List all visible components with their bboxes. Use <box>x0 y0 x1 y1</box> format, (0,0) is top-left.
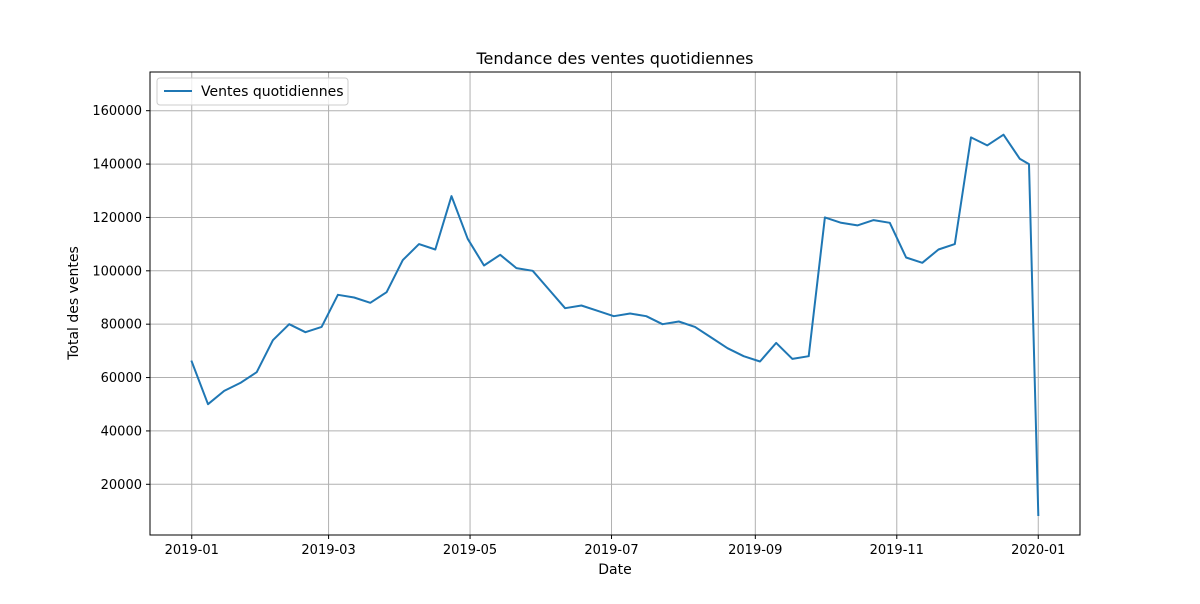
legend-label: Ventes quotidiennes <box>201 84 344 100</box>
x-tick-label: 2019-05 <box>443 543 497 558</box>
y-axis-label: Total des ventes <box>66 246 82 361</box>
legend-box <box>156 77 349 106</box>
y-tick-label: 40000 <box>101 424 142 439</box>
x-tick-label: 2020-01 <box>1011 543 1065 558</box>
y-tick-label: 120000 <box>92 211 142 226</box>
chart-title: Tendance des ventes quotidiennes <box>476 49 754 68</box>
x-tick-label: 2019-03 <box>301 543 355 558</box>
y-tick-label: 80000 <box>101 318 142 333</box>
plot-frame <box>149 71 1081 536</box>
series-line-0 <box>190 133 1040 517</box>
y-tick-label: 20000 <box>101 478 142 493</box>
series-layer <box>190 133 1040 517</box>
grid <box>150 72 1080 535</box>
y-axis-ticks: 20000 40000 60000 80000 100000 120000 140000 16… <box>92 104 150 493</box>
x-tick-label: 2019-01 <box>165 543 219 558</box>
x-axis-label: Date <box>598 562 631 578</box>
x-tick-label: 2019-07 <box>584 543 638 558</box>
x-axis-ticks: 2019-01 2019-03 2019-05 2019-07 2019-09 2019-… <box>165 535 1065 558</box>
legend: Ventes quotidiennes <box>156 77 349 106</box>
y-tick-label: 140000 <box>92 158 142 173</box>
y-tick-label: 60000 <box>101 371 142 386</box>
y-tick-label: 100000 <box>92 264 142 279</box>
y-tick-label: 160000 <box>92 104 142 119</box>
x-tick-label: 2019-11 <box>870 543 924 558</box>
x-tick-label: 2019-09 <box>728 543 782 558</box>
